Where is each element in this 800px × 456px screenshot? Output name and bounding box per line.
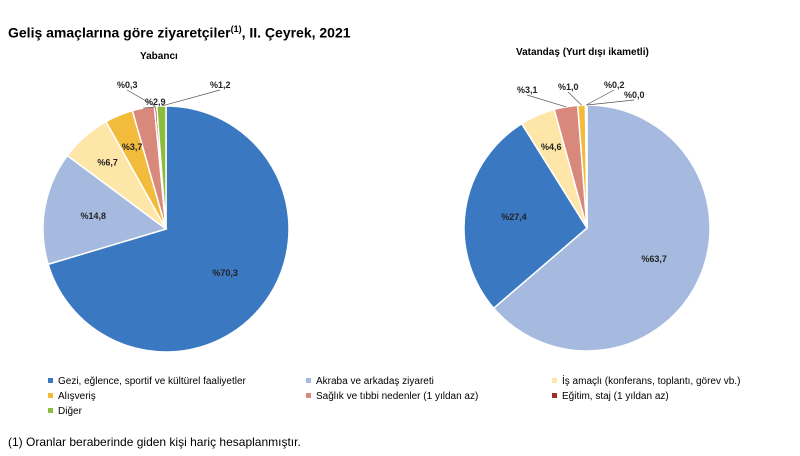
chart-title: Geliş amaçlarına göre ziyaretçiler(1), I… [8,24,351,41]
legend: Gezi, eğlence, sportif ve kültürel faali… [48,376,788,421]
slice-label: %1,2 [210,80,231,90]
slice-label: %2,9 [145,97,166,107]
leader-line [586,99,635,106]
slice-label: %3,1 [517,85,538,95]
legend-swatch [306,378,311,383]
legend-item-gezi: Gezi, eğlence, sportif ve kültürel faali… [48,376,246,387]
slice-label: %0,3 [117,80,138,90]
leader-line [567,91,582,106]
legend-swatch [48,393,53,398]
slice-label: %70,3 [212,268,238,278]
leader-line [126,89,156,107]
legend-swatch [552,393,557,398]
slice-label: %4,6 [541,142,562,152]
leader-line [526,94,567,108]
pie-title-vatandas: Vatandaş (Yurt dışı ikametli) [516,47,649,58]
legend-swatch [552,378,557,383]
pie-slice-akraba [492,104,711,352]
slice-label: %1,0 [558,82,579,92]
legend-item-diger: Diğer [48,406,82,417]
pie-charts: %70,3 %14,8 %6,7 %3,7 %2,9 %0,3 %1,2 %63,7 %27,4… [42,80,711,353]
leader-line [161,89,221,107]
legend-item-is: İş amaçlı (konferans, toplantı, görev vb… [552,376,740,387]
pie-title-yabanci: Yabancı [140,51,178,62]
slice-label: %0,2 [604,80,625,90]
slice-label: %6,7 [97,157,118,167]
footnote: (1) Oranlar beraberinde giden kişi hariç… [8,435,301,449]
legend-swatch [306,393,311,398]
slice-label: %3,7 [122,142,143,152]
legend-swatch [48,408,53,413]
slice-label: %14,8 [81,211,107,221]
leader-line [586,89,615,106]
pie-slice-gezi [47,105,290,353]
legend-item-akraba: Akraba ve arkadaş ziyareti [306,376,434,387]
legend-item-saglik: Sağlık ve tıbbi nedenler (1 yıldan az) [306,391,478,402]
legend-swatch [48,378,53,383]
slice-label: %0,0 [624,90,645,100]
pie-slice-diğer [155,105,167,230]
legend-item-alisveris: Alışveriş [48,391,96,402]
legend-item-egitim: Eğitim, staj (1 yıldan az) [552,391,669,402]
pie-slice-akraba [42,154,168,266]
leader-line [143,106,156,109]
pie-slice-gezi [463,122,588,310]
slice-label: %27,4 [501,212,527,222]
slice-label: %63,7 [641,254,667,264]
